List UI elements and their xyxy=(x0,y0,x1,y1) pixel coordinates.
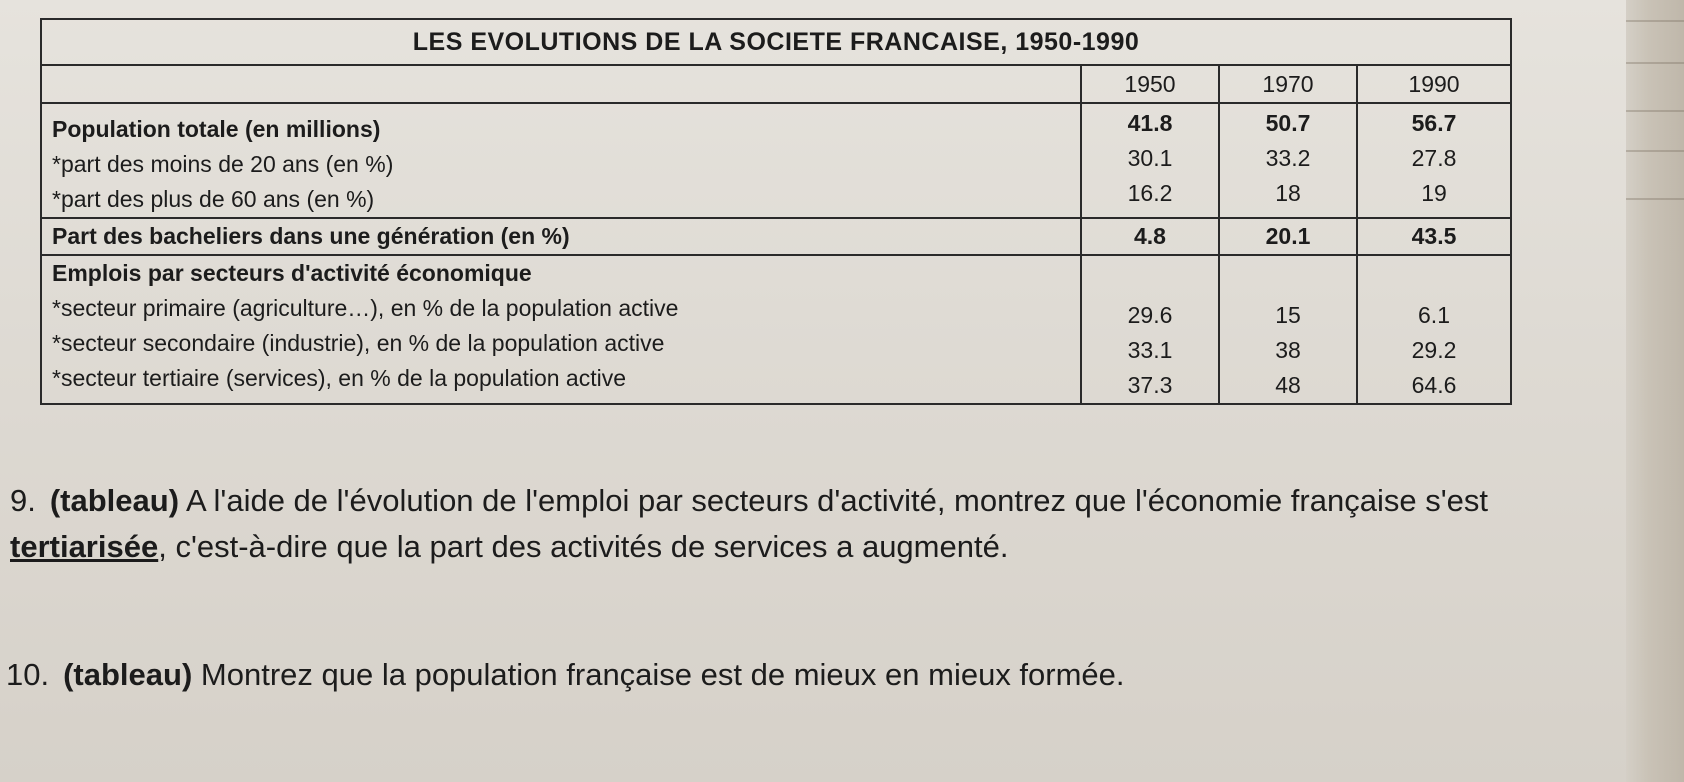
emplois-labels: Emplois par secteurs d'activité économiq… xyxy=(40,255,1082,405)
moins-20-ans-1990: 27.8 xyxy=(1411,145,1457,171)
plus-60-ans-1950: 16.2 xyxy=(1127,180,1173,206)
secteur-primaire-1950: 29.6 xyxy=(1127,302,1173,328)
population-totale-1990: 56.7 xyxy=(1411,110,1457,136)
question-9: 9. (tableau) A l'aide de l'évolution de l… xyxy=(10,478,1590,570)
question-10-tag: (tableau) xyxy=(63,657,193,692)
secteur-secondaire-1970: 38 xyxy=(1275,337,1301,363)
secteur-secondaire-label: *secteur secondaire (industrie), en % de… xyxy=(52,330,665,356)
page-edge-line xyxy=(1626,110,1684,112)
emplois-1990-values: 6.1 29.2 64.6 xyxy=(1355,255,1513,405)
secteur-tertiaire-1970: 48 xyxy=(1275,372,1301,398)
page-edge-line xyxy=(1626,20,1684,22)
secteur-tertiaire-label: *secteur tertiaire (services), en % de l… xyxy=(52,365,627,391)
question-9-text-b: , c'est-à-dire que la part des activités… xyxy=(158,529,1009,564)
secteur-secondaire-1990: 29.2 xyxy=(1411,337,1457,363)
plus-60-ans-1990: 19 xyxy=(1421,180,1447,206)
emplois-block: Emplois par secteurs d'activité économiq… xyxy=(40,255,1513,405)
secteur-secondaire-1950: 33.1 xyxy=(1127,337,1173,363)
population-1970-values: 50.7 33.2 18 xyxy=(1218,103,1358,219)
question-10-text: Montrez que la population française est … xyxy=(192,657,1125,692)
moins-20-ans-1950: 30.1 xyxy=(1127,145,1173,171)
bacheliers-1970: 20.1 xyxy=(1218,218,1358,256)
year-1990: 1990 xyxy=(1355,65,1513,104)
page-edge-line xyxy=(1626,198,1684,200)
population-block: Population totale (en millions) *part de… xyxy=(40,103,1513,219)
question-10: 10. (tableau) Montrez que la population f… xyxy=(6,652,1586,698)
page-edge-line xyxy=(1626,150,1684,152)
secteur-primaire-1990: 6.1 xyxy=(1418,302,1450,328)
secteur-tertiaire-1990: 64.6 xyxy=(1411,372,1457,398)
secteur-tertiaire-1950: 37.3 xyxy=(1127,372,1173,398)
question-9-number: 9. xyxy=(10,483,36,518)
bacheliers-row: Part des bacheliers dans une génération … xyxy=(40,218,1513,256)
moins-20-ans-label: *part des moins de 20 ans (en %) xyxy=(52,151,394,177)
population-totale-1950: 41.8 xyxy=(1127,110,1173,136)
population-totale-1970: 50.7 xyxy=(1265,110,1311,136)
societe-francaise-table: LES EVOLUTIONS DE LA SOCIETE FRANCAISE, … xyxy=(39,18,1513,405)
bacheliers-1990: 43.5 xyxy=(1355,218,1513,256)
page-edge xyxy=(1626,0,1684,782)
question-9-underlined-word: tertiarisée xyxy=(10,529,159,564)
population-totale-label: Population totale (en millions) xyxy=(52,116,381,142)
emplois-1950-values: 29.6 33.1 37.3 xyxy=(1080,255,1220,405)
population-labels: Population totale (en millions) *part de… xyxy=(40,103,1082,219)
population-1950-values: 41.8 30.1 16.2 xyxy=(1080,103,1220,219)
plus-60-ans-1970: 18 xyxy=(1275,180,1301,206)
population-1990-values: 56.7 27.8 19 xyxy=(1355,103,1513,219)
bacheliers-label: Part des bacheliers dans une génération … xyxy=(40,218,1082,256)
year-1950: 1950 xyxy=(1080,65,1220,104)
secteur-primaire-1970: 15 xyxy=(1275,302,1301,328)
question-10-number: 10. xyxy=(6,657,50,692)
question-9-tag: (tableau) xyxy=(49,483,180,518)
secteur-primaire-label: *secteur primaire (agriculture…), en % d… xyxy=(52,295,679,321)
year-1970: 1970 xyxy=(1218,65,1358,104)
page-edge-line xyxy=(1626,62,1684,64)
moins-20-ans-1970: 33.2 xyxy=(1265,145,1311,171)
question-9-text-a: A l'aide de l'évolution de l'emploi par … xyxy=(179,483,1488,518)
emplois-1970-values: 15 38 48 xyxy=(1218,255,1358,405)
table-title: LES EVOLUTIONS DE LA SOCIETE FRANCAISE, … xyxy=(39,19,1513,66)
emplois-heading: Emplois par secteurs d'activité économiq… xyxy=(52,260,532,286)
plus-60-ans-label: *part des plus de 60 ans (en %) xyxy=(52,186,375,212)
bacheliers-1950: 4.8 xyxy=(1080,218,1220,256)
header-empty-cell xyxy=(40,65,1082,104)
